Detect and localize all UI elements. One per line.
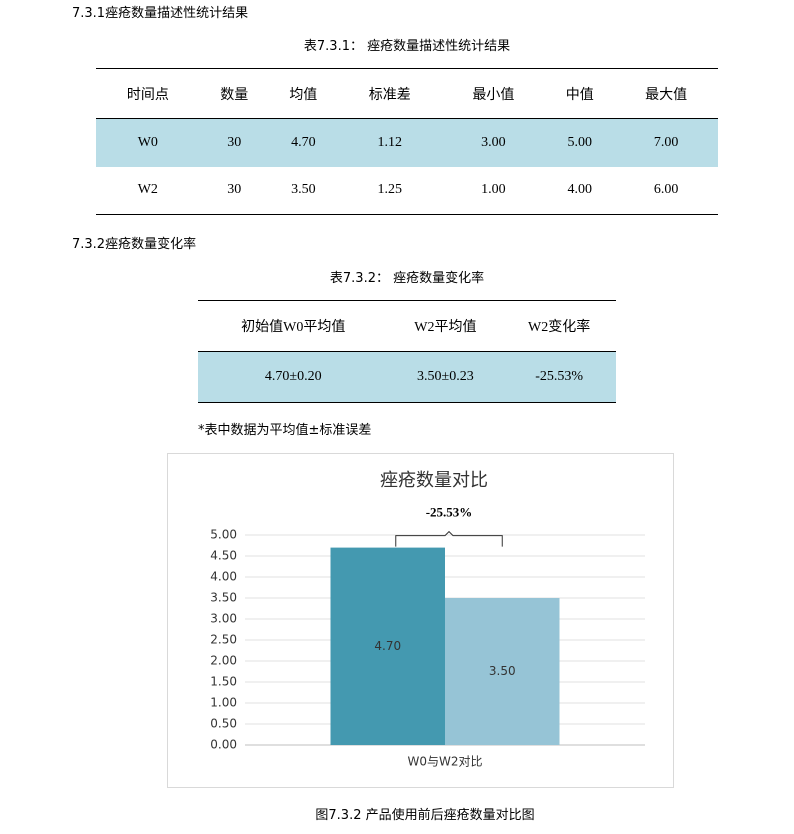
y-tick-label: 3.00 [210, 612, 237, 626]
table-cell: 中值 [545, 68, 615, 119]
table-cell: 时间点 [96, 68, 200, 119]
table-cell: 初始值W0平均值 [198, 300, 389, 352]
table-cell: 4.00 [567, 182, 592, 198]
table-cell: 7.00 [614, 118, 718, 167]
table-caption: 表7.3.1： 痤疮数量描述性统计结果 [303, 39, 511, 54]
bar [330, 547, 445, 745]
value-label: 3.50 [489, 664, 516, 678]
table-cell: 3.50 [291, 182, 316, 198]
table-cell: 4.70±0.20 [198, 351, 389, 403]
y-tick-label: 1.50 [210, 675, 237, 689]
table-cell: 1.25 [377, 182, 402, 198]
y-tick-label: 2.00 [210, 654, 237, 668]
table-cell: W0 [96, 118, 200, 167]
y-tick-label: 4.50 [210, 549, 237, 563]
table-cell: 30 [227, 182, 242, 198]
table-caption: 表7.3.2： 痤疮数量变化率 [329, 271, 485, 286]
table-cell: 5.00 [545, 118, 615, 167]
table-cell: 3.00 [441, 118, 546, 167]
section-heading: 7.3.1痤疮数量描述性统计结果 [72, 6, 249, 21]
table-cell: 最小值 [441, 68, 546, 119]
chart: 痤疮数量对比 0.00 0.50 1.00 1.50 2.00 2.50 3.00 3.50 4… [167, 453, 674, 788]
table-row: 时间点 数量 均值 标准差 最小值 中值 最大值 [96, 68, 718, 119]
annotation: -25.53% [426, 505, 473, 520]
y-tick-label: 1.00 [210, 696, 237, 710]
table-row: 4.70±0.20 3.50±0.23 -25.53% [198, 351, 616, 403]
annotation-bracket [395, 530, 503, 547]
table-cell: 3.50±0.23 [388, 351, 503, 403]
table-row: 初始值W0平均值 W2平均值 W2变化率 [198, 300, 616, 352]
change-table: 初始值W0平均值 W2平均值 W2变化率 4.70±0.20 3.50±0.23 -25.… [198, 300, 616, 403]
y-tick-label: 2.50 [210, 633, 237, 647]
table-cell: 标准差 [337, 68, 442, 119]
y-tick-label: 4.00 [210, 570, 237, 584]
table-cell: W2平均值 [388, 300, 503, 352]
table-cell: 1.00 [481, 182, 506, 198]
y-tick-label: 5.00 [210, 528, 237, 542]
table-cell: -25.53% [502, 351, 616, 403]
bar [445, 598, 560, 745]
table-cell: 数量 [199, 68, 269, 119]
figure-caption: 图7.3.2 产品使用前后痤疮数量对比图 [315, 808, 535, 823]
table-cell: W2变化率 [502, 300, 616, 352]
y-tick-label: 3.50 [210, 591, 237, 605]
table-cell: 均值 [268, 68, 338, 119]
table-row: W2 30 3.50 1.25 1.00 4.00 6.00 [96, 167, 718, 215]
table-cell: W2 [137, 182, 158, 198]
chart-title: 痤疮数量对比 [380, 470, 488, 491]
note: *表中数据为平均值±标准误差 [198, 423, 372, 438]
y-tick-label: 0.50 [210, 717, 237, 731]
table-cell: 最大值 [614, 68, 718, 119]
table-cell: 4.70 [268, 118, 338, 167]
value-label: 4.70 [374, 639, 401, 653]
table-cell: 6.00 [653, 182, 679, 198]
stats-table: 时间点 数量 均值 标准差 最小值 中值 最大值 W0 30 4.70 1.12 3.00 5.00 7.… [96, 68, 718, 215]
section-heading: 7.3.2痤疮数量变化率 [72, 237, 197, 252]
y-tick-label: 0.00 [210, 738, 237, 752]
table-row: W0 30 4.70 1.12 3.00 5.00 7.00 [96, 118, 718, 167]
table-cell: 1.12 [337, 118, 442, 167]
table-cell: 30 [199, 118, 269, 167]
x-tick-label: W0与W2对比 [407, 755, 482, 769]
